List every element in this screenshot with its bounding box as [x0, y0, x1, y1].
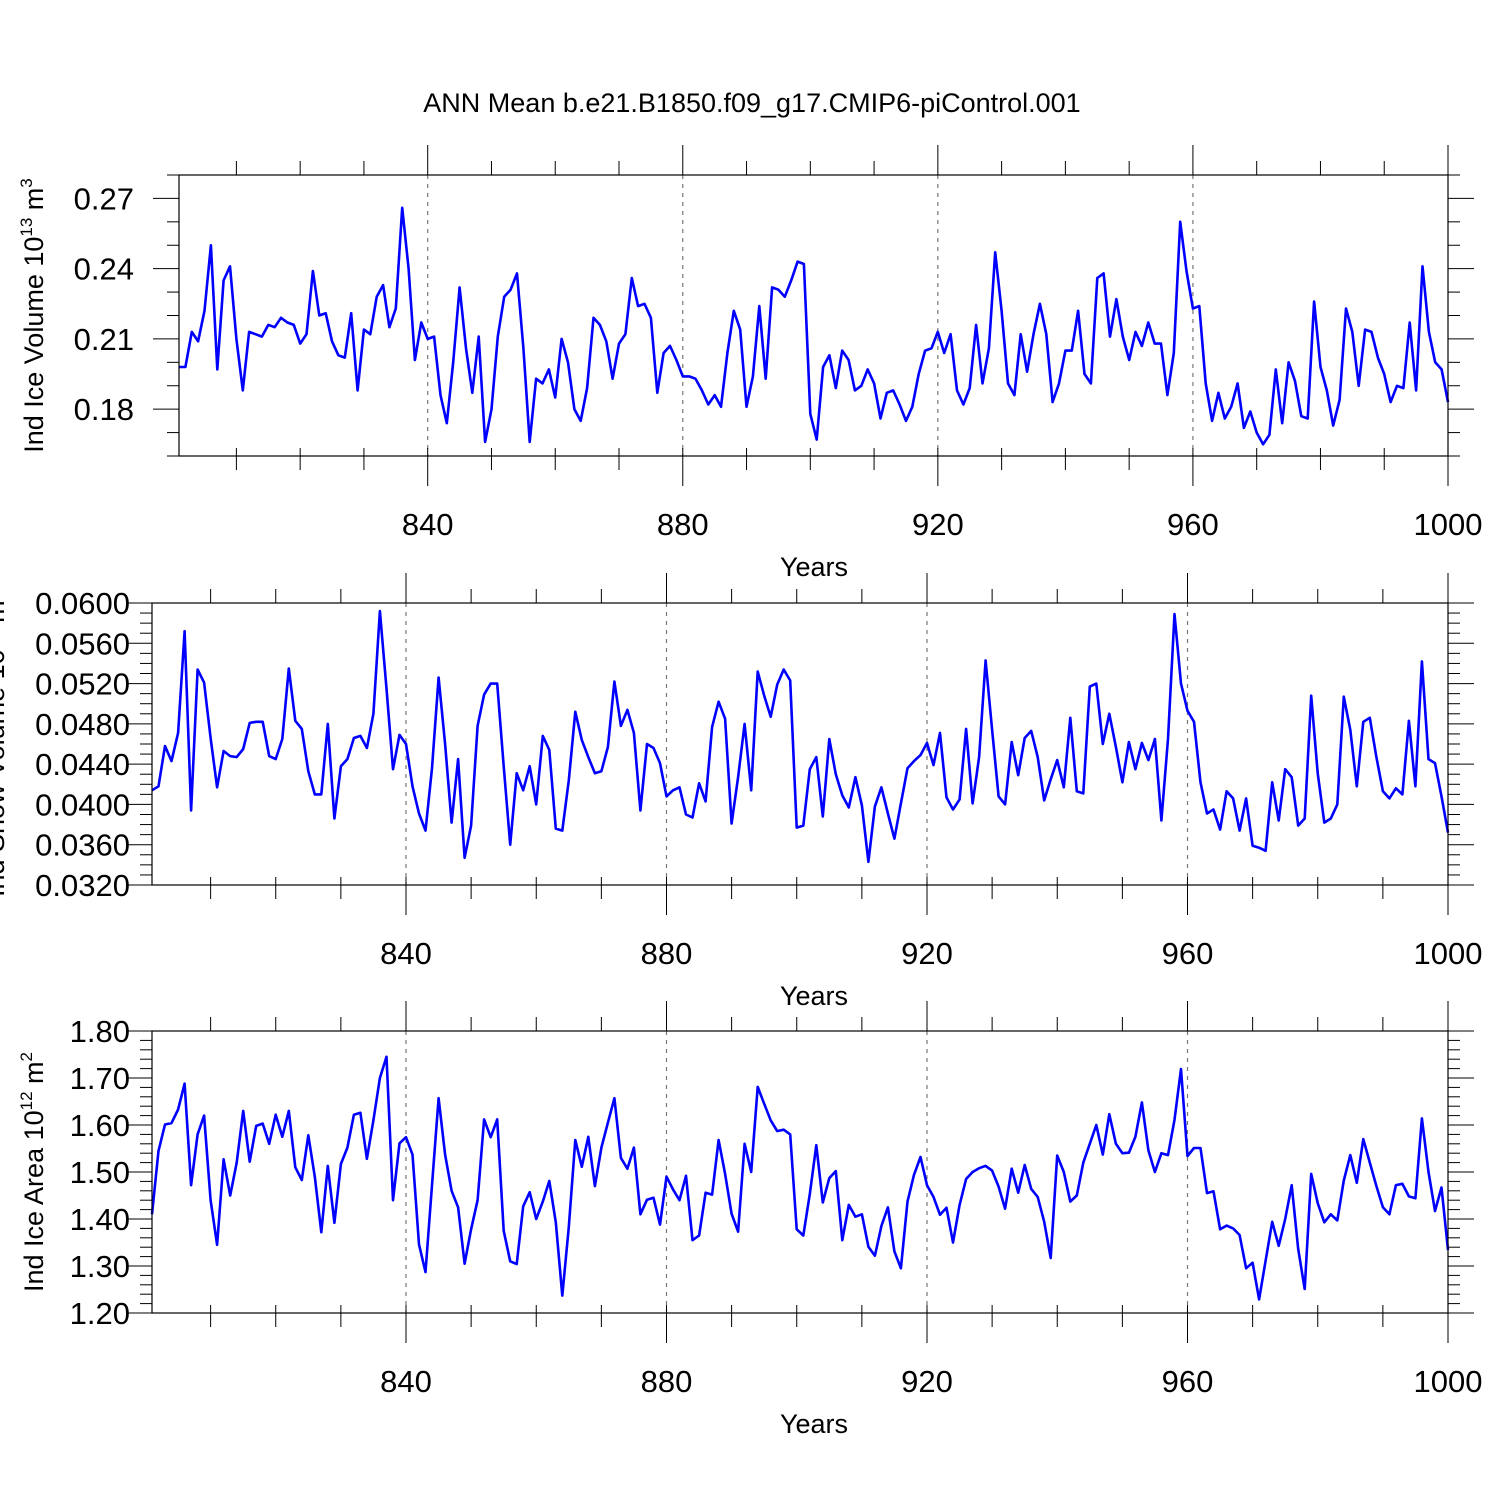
y-tick-label: 0.0560 — [35, 626, 130, 661]
y-tick-label: 0.0360 — [35, 828, 130, 863]
chart-panels: 0.18 0.21 0.24 0.27 840 880 920 960 1000 Years Ind… — [0, 145, 1482, 1439]
plot-frame — [151, 1030, 1449, 1314]
y-tick-label: 0.27 — [74, 181, 134, 216]
y-tick-label: 0.21 — [74, 322, 134, 357]
x-tick-label: 920 — [912, 507, 964, 542]
x-tick-label: 1000 — [1414, 507, 1483, 542]
y-tick-label: 1.80 — [70, 1014, 130, 1049]
y-tick-label: 1.40 — [70, 1202, 130, 1237]
y-tick-label: 1.30 — [70, 1249, 130, 1284]
y-axis-title-unit: m — [19, 1061, 49, 1091]
y-tick-label: 0.0600 — [35, 586, 130, 621]
y-tick-label: 0.18 — [74, 392, 134, 427]
y-tick-label: 0.0440 — [35, 747, 130, 782]
y-tick-label: 1.20 — [70, 1296, 130, 1331]
y-tick-label: 0.0520 — [35, 667, 130, 702]
x-tick-label: 840 — [380, 936, 432, 971]
figure-title: ANN Mean b.e21.B1850.f09_g17.CMIP6-piCon… — [423, 88, 1080, 118]
x-tick-label: 880 — [641, 936, 693, 971]
y-tick-label: 0.0320 — [35, 868, 130, 903]
x-axis-title: Years — [780, 552, 848, 582]
y-tick-label: 0.0400 — [35, 787, 130, 822]
x-axis-title: Years — [780, 981, 848, 1011]
y-tick-label: 1.70 — [70, 1061, 130, 1096]
x-axis-title: Years — [780, 1409, 848, 1439]
x-tick-label: 840 — [402, 507, 454, 542]
y-axis-title-unit: m — [19, 188, 49, 218]
x-tick-label: 960 — [1162, 936, 1214, 971]
x-tick-label: 1000 — [1414, 936, 1483, 971]
y-axis-title: Ind Snow Volume 1013 m3 — [0, 591, 10, 897]
plot-frame — [151, 602, 1449, 886]
y-axis-title-main: Ind Ice Volume 10 — [19, 237, 49, 453]
x-tick-label: 880 — [657, 507, 709, 542]
y-tick-label: 1.60 — [70, 1108, 130, 1143]
x-tick-label: 1000 — [1414, 1364, 1483, 1399]
x-tick-label: 920 — [901, 936, 953, 971]
x-tick-label: 880 — [641, 1364, 693, 1399]
chart-panel-2: 0.0320 0.0360 0.0400 0.0440 0.0480 0.0520 0.05… — [0, 573, 1482, 1011]
y-axis-title-unit: m — [0, 600, 10, 630]
y-axis-title-unit-exponent: 3 — [17, 178, 36, 187]
plot-frame — [178, 174, 1449, 457]
y-axis-title-exponent: 12 — [17, 1091, 36, 1110]
y-axis-title: Ind Ice Area 1012 m2 — [17, 1052, 49, 1292]
x-tick-label: 840 — [380, 1364, 432, 1399]
y-axis-title-exponent: 13 — [17, 218, 36, 237]
y-tick-label: 0.0480 — [35, 707, 130, 742]
x-tick-label: 920 — [901, 1364, 953, 1399]
x-tick-label: 960 — [1162, 1364, 1214, 1399]
series-line — [150, 1055, 1450, 1301]
series-line — [151, 609, 1450, 864]
x-tick-label: 960 — [1167, 507, 1219, 542]
series-line — [179, 206, 1450, 446]
y-axis-title-main: Ind Ice Area 10 — [19, 1110, 49, 1292]
chart-panel-1: 0.18 0.21 0.24 0.27 840 880 920 960 1000 Years Ind… — [17, 145, 1482, 582]
y-axis-title-main: Ind Snow Volume 10 — [0, 649, 10, 897]
y-tick-label: 0.24 — [74, 252, 134, 287]
y-tick-label: 1.50 — [70, 1155, 130, 1190]
y-axis-title-unit-exponent: 2 — [17, 1052, 36, 1061]
chart-panel-3: 1.20 1.30 1.40 1.50 1.60 1.70 1.80 840 880 920 960… — [17, 1001, 1482, 1439]
y-axis-title: Ind Ice Volume 1013 m3 — [17, 178, 49, 453]
